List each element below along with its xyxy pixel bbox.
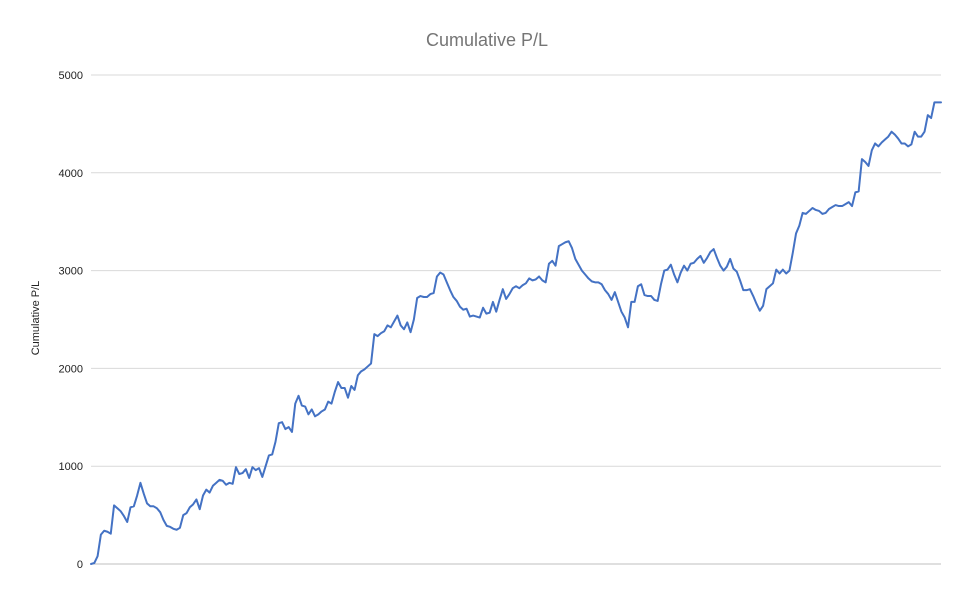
series-layer xyxy=(90,101,942,565)
series-line xyxy=(90,101,942,565)
y-tick-label: 3000 xyxy=(59,266,83,278)
y-tick-label: 5000 xyxy=(59,70,83,82)
y-tick-label: 1000 xyxy=(59,461,83,473)
y-tick-label: 2000 xyxy=(59,363,83,375)
y-axis-title: Cumulative P/L xyxy=(30,281,42,356)
chart-title: Cumulative P/L xyxy=(426,30,548,50)
y-tick-label: 4000 xyxy=(59,168,83,180)
y-tick-labels: 0 1000 2000 3000 4000 5000 xyxy=(59,70,83,571)
y-tick-label: 0 xyxy=(77,559,83,571)
gridlines xyxy=(91,74,941,565)
